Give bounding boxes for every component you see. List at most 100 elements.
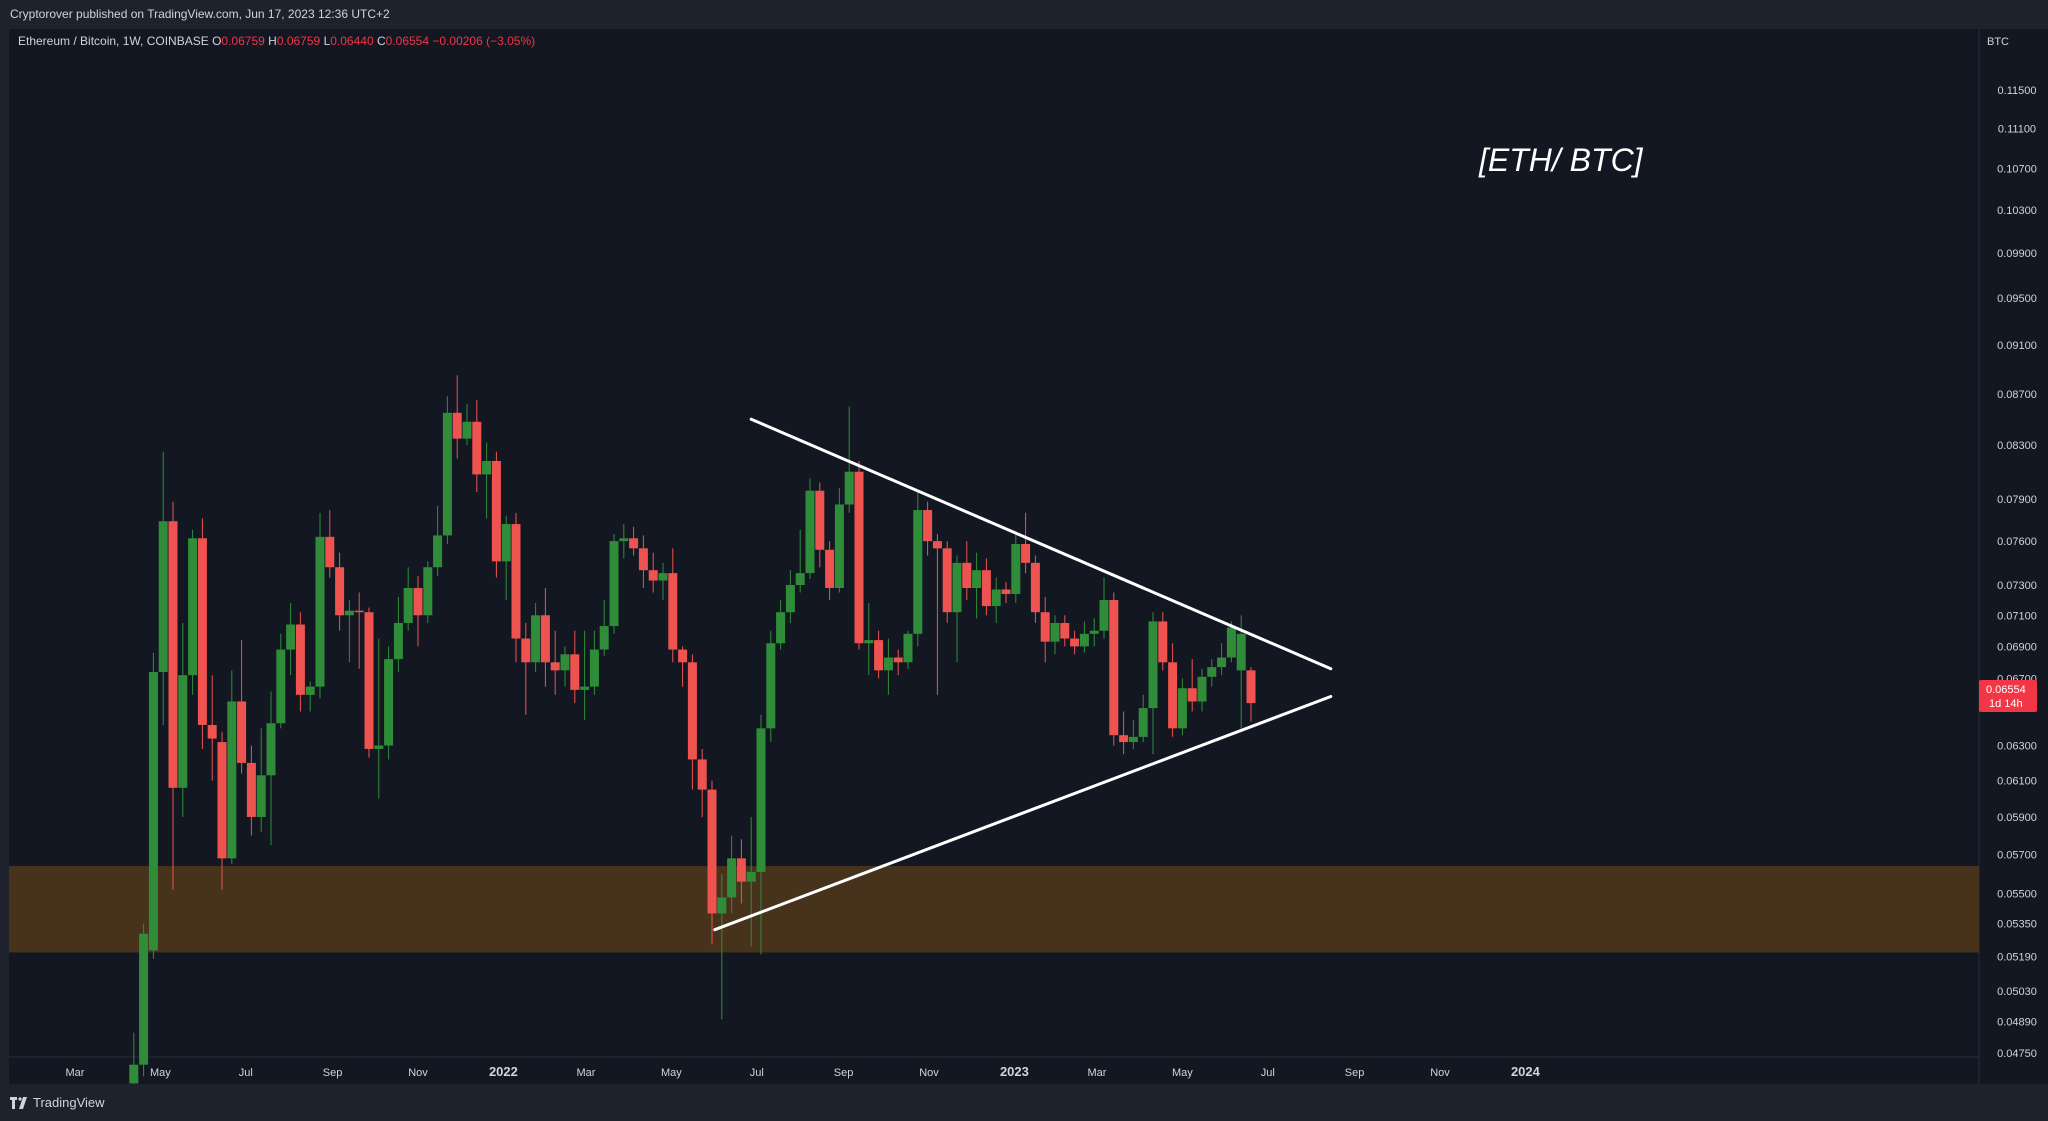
candle	[913, 492, 923, 647]
candle-body	[854, 471, 864, 644]
candle	[805, 478, 815, 580]
legend-change: −0.00206 (−3.05%)	[432, 34, 536, 48]
candle-body	[923, 510, 933, 542]
candle	[1138, 694, 1148, 743]
candle-body	[1148, 621, 1158, 709]
candle-body	[1011, 544, 1021, 594]
candle-body	[776, 612, 786, 644]
candle-body	[766, 643, 776, 729]
candle-body	[991, 589, 1001, 607]
candle-body	[129, 1064, 139, 1084]
candle	[658, 562, 668, 601]
candle-body	[560, 654, 570, 671]
candle	[158, 451, 168, 725]
price-tick-label: 0.05700	[1997, 850, 2037, 862]
candle	[276, 633, 286, 729]
support-trendline	[713, 694, 1333, 932]
price-tick-label: 0.05900	[1997, 812, 2037, 824]
candle	[1119, 711, 1129, 755]
price-tick-label: 0.06300	[1997, 741, 2037, 753]
candle-body	[540, 615, 550, 663]
price-tick-label: 0.09100	[1997, 340, 2037, 352]
candle	[354, 592, 364, 669]
candle-body	[1236, 633, 1246, 671]
candle-body	[1119, 735, 1129, 743]
candle-body	[1021, 544, 1031, 563]
chart-title: [ETH/ BTC]	[1478, 142, 1644, 178]
candle	[1089, 618, 1099, 647]
candle	[217, 731, 227, 890]
candle-body	[638, 548, 648, 571]
price-tick-label: 0.05500	[1997, 888, 2037, 900]
candle-body	[962, 562, 972, 588]
footer-bar: TradingView	[0, 1085, 2048, 1121]
legend-close: 0.06554	[385, 34, 430, 48]
candle-body	[462, 421, 472, 439]
candle-body	[844, 471, 854, 505]
candle-body	[305, 686, 315, 695]
candle-body	[148, 671, 158, 951]
candle	[648, 552, 658, 593]
candle	[638, 535, 648, 588]
price-tick-label: 0.06900	[1997, 641, 2037, 653]
tradingview-logo[interactable]: TradingView	[10, 1095, 105, 1110]
candle-body	[727, 858, 737, 898]
candle	[560, 646, 570, 687]
price-tick-label: 0.11100	[1998, 123, 2036, 135]
candle-body	[570, 654, 580, 690]
candle-body	[1030, 562, 1040, 613]
candle	[472, 400, 482, 493]
chart-svg[interactable]: 0.11500 0.11100 0.10700 0.10300 0.09900 0.095…	[9, 29, 2048, 1084]
price-tick-label: 0.05350	[1997, 919, 2037, 931]
time-tick-label: May	[661, 1067, 682, 1079]
candle-body	[286, 624, 296, 650]
candle	[237, 640, 247, 774]
price-tag: 0.06554 1d 14h	[1979, 680, 2037, 712]
support-zone	[9, 866, 1979, 953]
candle-body	[864, 640, 874, 644]
chart-frame[interactable]: 0.11500 0.11100 0.10700 0.10300 0.09900 0.095…	[9, 29, 2048, 1084]
candle	[1030, 555, 1040, 623]
candle-body	[1168, 662, 1178, 729]
time-tick-label: 2023	[1000, 1064, 1029, 1079]
time-tick-label: Jul	[239, 1067, 253, 1079]
candle	[148, 652, 158, 959]
candle	[501, 515, 511, 601]
candle	[1177, 678, 1187, 736]
candle-body	[717, 897, 727, 914]
candle-body	[687, 662, 697, 760]
candle-body	[1177, 688, 1187, 729]
candle	[942, 541, 952, 623]
candle	[1168, 643, 1178, 737]
candle	[727, 835, 737, 914]
candle-body	[883, 657, 893, 671]
price-tick-label: 0.11500	[1998, 85, 2037, 97]
candle	[139, 923, 149, 1077]
price-tick-label: 0.05190	[1997, 952, 2037, 964]
candle-body	[442, 412, 452, 536]
candle	[1011, 533, 1021, 604]
legend-low: 0.06440	[330, 34, 374, 48]
candle-body	[815, 490, 825, 550]
resistance-trendline	[749, 417, 1333, 671]
candle-body	[491, 461, 501, 562]
candle-body	[913, 510, 923, 634]
publisher-bar: Cryptorover published on TradingView.com…	[0, 0, 2048, 29]
candle-body	[413, 587, 423, 616]
candle-body	[619, 538, 629, 542]
candle-body	[805, 490, 815, 574]
price-tick-label: 0.10700	[1997, 163, 2037, 175]
candle	[834, 487, 844, 593]
candle-body	[550, 662, 560, 671]
price-tick-label: 0.09500	[1997, 293, 2037, 305]
candle	[325, 510, 335, 578]
candle	[981, 558, 991, 616]
candle-body	[756, 728, 766, 872]
candle-body	[364, 612, 374, 749]
candle-body	[707, 789, 717, 914]
candle	[785, 570, 795, 623]
candle-body	[207, 724, 217, 739]
candle	[687, 654, 697, 790]
candle-body	[981, 570, 991, 607]
candle	[1226, 621, 1236, 663]
